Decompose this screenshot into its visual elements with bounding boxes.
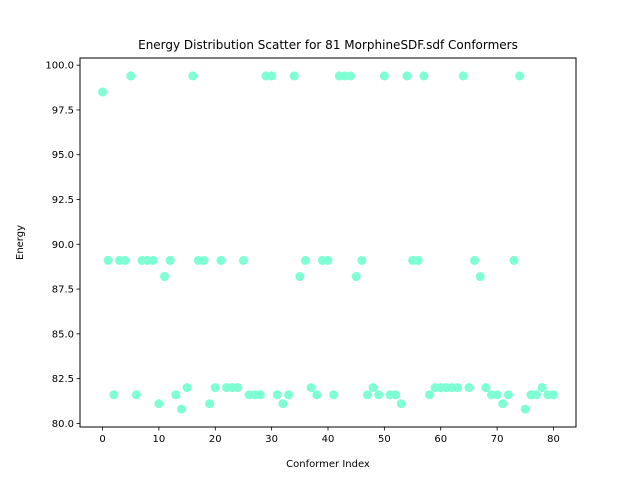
data-point <box>188 71 198 81</box>
data-point <box>362 390 372 400</box>
data-point <box>413 255 423 265</box>
data-point <box>182 383 192 393</box>
data-point <box>548 390 558 400</box>
data-point <box>233 383 243 393</box>
data-point <box>391 390 401 400</box>
data-point <box>272 390 282 400</box>
data-point <box>346 71 356 81</box>
y-tick-label: 95.0 <box>52 150 74 161</box>
data-point <box>103 255 113 265</box>
data-point <box>176 404 186 414</box>
chart-title: Energy Distribution Scatter for 81 Morph… <box>138 38 518 52</box>
x-tick-label: 40 <box>322 434 335 445</box>
y-axis-ticks: 80.0 82.5 85.0 87.5 90.0 92.5 95.0 97.5 100.0 <box>45 61 80 430</box>
data-point <box>165 255 175 265</box>
data-point <box>453 383 463 393</box>
data-point <box>464 383 474 393</box>
data-point <box>171 390 181 400</box>
data-point <box>98 87 108 97</box>
data-point <box>238 255 248 265</box>
data-point <box>537 383 547 393</box>
y-tick-label: 82.5 <box>52 374 74 385</box>
y-axis-label: Energy <box>15 225 26 260</box>
data-point <box>289 71 299 81</box>
x-tick-label: 0 <box>99 434 105 445</box>
data-point <box>374 390 384 400</box>
data-point <box>475 272 485 282</box>
data-point <box>424 390 434 400</box>
x-axis-ticks: 0 10 20 30 40 50 60 70 80 <box>99 427 560 445</box>
data-point <box>120 255 130 265</box>
y-tick-label: 92.5 <box>52 195 74 206</box>
data-point <box>379 71 389 81</box>
data-point <box>306 383 316 393</box>
x-axis-label: Conformer Index <box>286 459 370 470</box>
data-point <box>154 399 164 409</box>
data-point <box>323 255 333 265</box>
data-point <box>199 255 209 265</box>
y-tick-label: 100.0 <box>45 61 74 72</box>
data-point <box>329 390 339 400</box>
data-point <box>515 71 525 81</box>
data-point <box>396 399 406 409</box>
x-tick-label: 70 <box>491 434 504 445</box>
data-point <box>520 404 530 414</box>
data-point <box>312 390 322 400</box>
data-point <box>368 383 378 393</box>
data-point <box>160 272 170 282</box>
y-tick-label: 90.0 <box>52 240 74 251</box>
data-points <box>98 71 558 414</box>
y-tick-label: 87.5 <box>52 285 74 296</box>
data-point <box>295 272 305 282</box>
data-point <box>148 255 158 265</box>
x-tick-label: 60 <box>434 434 447 445</box>
data-point <box>267 71 277 81</box>
data-point <box>492 390 502 400</box>
x-tick-label: 20 <box>209 434 222 445</box>
data-point <box>210 383 220 393</box>
data-point <box>205 399 215 409</box>
data-point <box>498 399 508 409</box>
data-point <box>255 390 265 400</box>
y-tick-label: 97.5 <box>52 105 74 116</box>
data-point <box>470 255 480 265</box>
data-point <box>131 390 141 400</box>
data-point <box>509 255 519 265</box>
y-tick-label: 85.0 <box>52 329 74 340</box>
data-point <box>402 71 412 81</box>
data-point <box>481 383 491 393</box>
data-point <box>357 255 367 265</box>
data-point <box>419 71 429 81</box>
x-tick-label: 50 <box>378 434 391 445</box>
data-point <box>300 255 310 265</box>
data-point <box>109 390 119 400</box>
data-point <box>126 71 136 81</box>
data-point <box>458 71 468 81</box>
x-tick-label: 30 <box>265 434 278 445</box>
data-point <box>532 390 542 400</box>
data-point <box>278 399 288 409</box>
x-tick-label: 80 <box>547 434 560 445</box>
data-point <box>284 390 294 400</box>
x-tick-label: 10 <box>153 434 166 445</box>
y-tick-label: 80.0 <box>52 419 74 430</box>
data-point <box>216 255 226 265</box>
data-point <box>351 272 361 282</box>
data-point <box>503 390 513 400</box>
plot-frame <box>79 57 577 428</box>
